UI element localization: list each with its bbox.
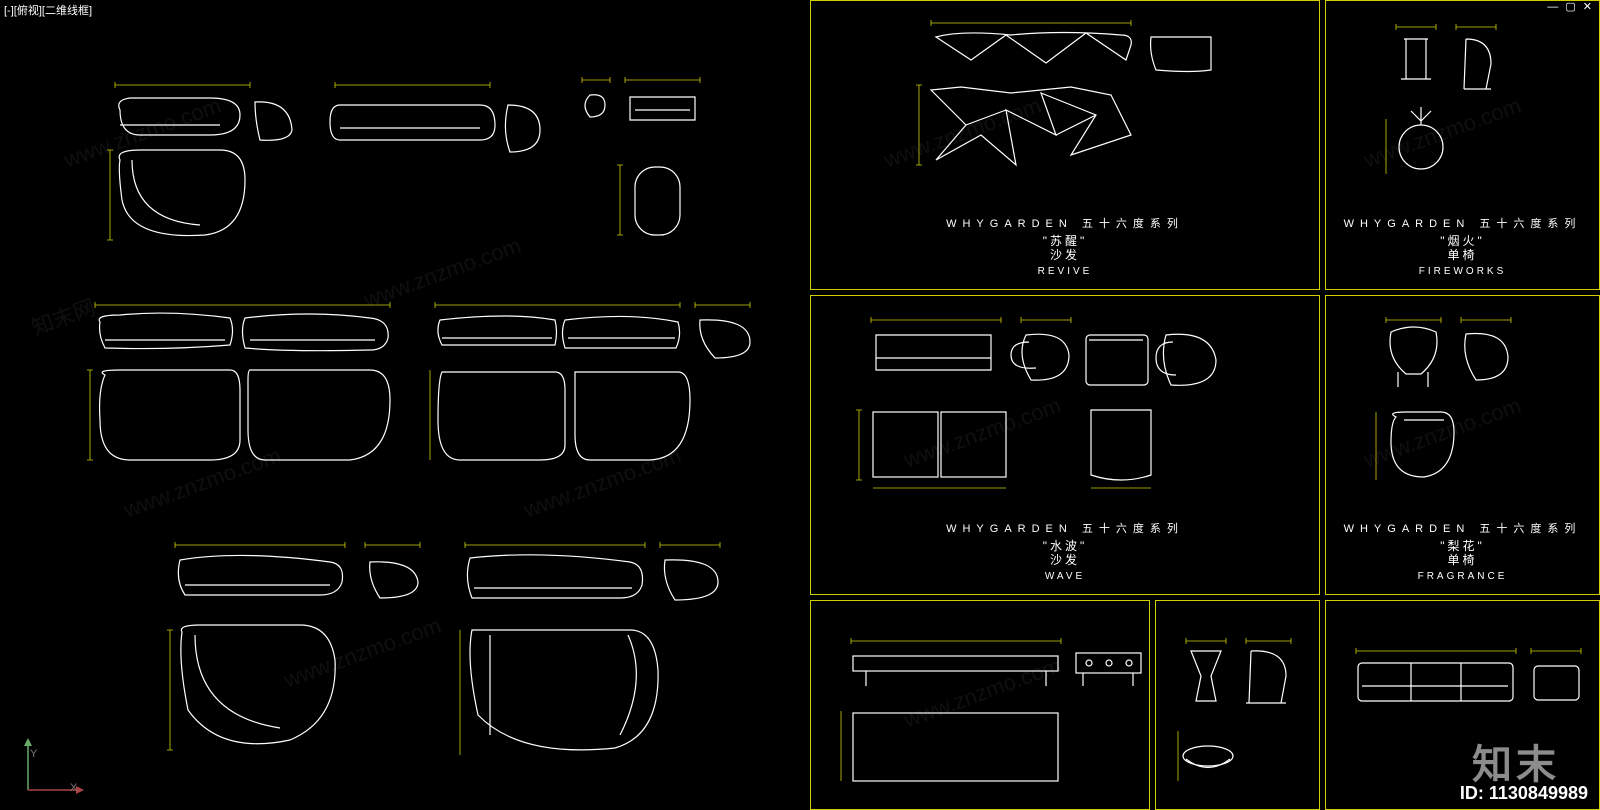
sheet-fireworks: WHYGARDEN 五十六度系列 "烟火" 单椅 FIREWORKS: [1325, 0, 1600, 290]
name-en: FIREWORKS: [1419, 266, 1507, 277]
sheet-bench: [810, 600, 1150, 810]
cat-cn: 沙发: [1050, 553, 1080, 567]
series-label: WHYGARDEN 五十六度系列: [946, 523, 1184, 535]
series-label: WHYGARDEN 五十六度系列: [1344, 523, 1582, 535]
sofa-group-1: [110, 80, 300, 255]
ottoman-group: [580, 75, 710, 250]
sheet-stool: [1155, 600, 1320, 810]
sofa-group-2: [330, 80, 550, 195]
sofa-group-3: [170, 540, 430, 775]
watermark-cn: 知末网: [27, 290, 100, 343]
sofa-group-4: [460, 540, 740, 775]
axis-x-label: X: [70, 782, 77, 794]
viewport-label: [-][俯视][二维线框]: [4, 2, 92, 18]
sheet-fragrance: WHYGARDEN 五十六度系列 "梨花" 单椅 FRAGRANCE: [1325, 295, 1600, 595]
series-label: WHYGARDEN 五十六度系列: [946, 218, 1184, 230]
sheet-wave: WHYGARDEN 五十六度系列 "水波" 沙发 WAVE: [810, 295, 1320, 595]
name-en: FRAGRANCE: [1418, 571, 1508, 582]
axis-y-label: Y: [30, 748, 37, 760]
cat-cn: 单椅: [1447, 553, 1477, 567]
cat-cn: 沙发: [1050, 248, 1080, 262]
cat-cn: 单椅: [1447, 248, 1477, 262]
name-en: WAVE: [1045, 571, 1085, 582]
series-label: WHYGARDEN 五十六度系列: [1344, 218, 1582, 230]
sofa-long-1: [90, 300, 410, 475]
sheet-revive: WHYGARDEN 五十六度系列 "苏醒" 沙发 REVIVE: [810, 0, 1320, 290]
sofa-long-2: [430, 300, 760, 475]
name-en: REVIVE: [1038, 266, 1093, 277]
sheet-sofa-bottom: [1325, 600, 1600, 810]
